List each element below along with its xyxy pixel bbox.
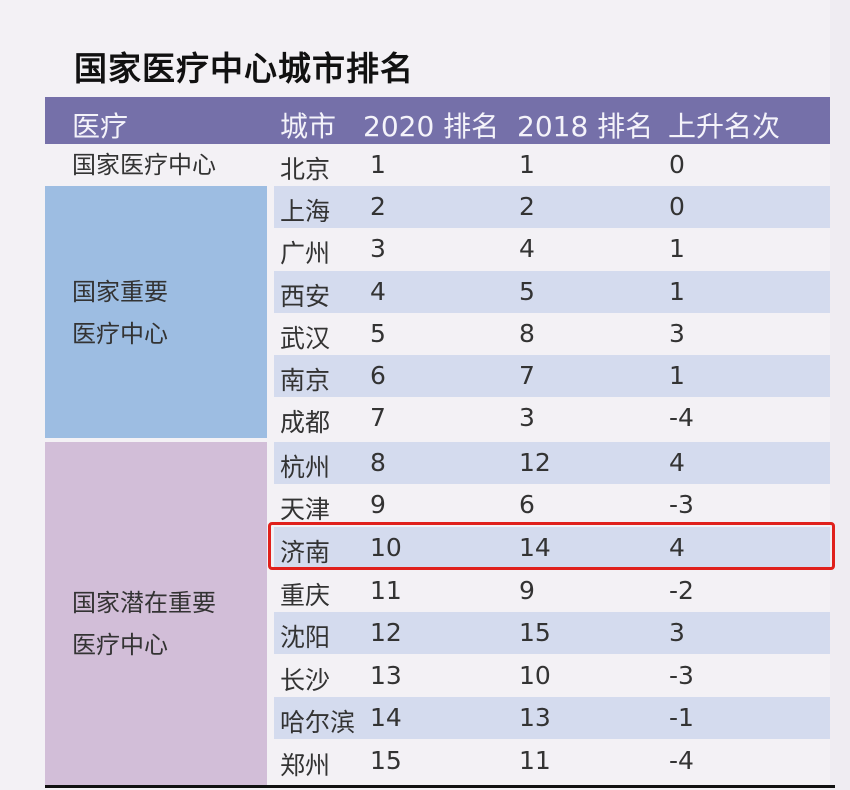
cell-r2020: 4 [370, 277, 386, 306]
table-row: 上海 2 2 0 [274, 186, 830, 228]
header-rank2018: 2018 排名 [517, 110, 654, 143]
table-row: 南京 6 7 1 [274, 355, 830, 397]
cell-r2018: 13 [519, 703, 551, 732]
cell-city: 杭州 [280, 453, 331, 482]
page-title: 国家医疗中心城市排名 [74, 49, 414, 88]
cell-r2018: 2 [519, 192, 535, 221]
cell-change: 3 [669, 618, 685, 647]
cell-city: 天津 [280, 495, 331, 524]
cell-r2018: 15 [519, 618, 551, 647]
cell-r2018: 3 [519, 403, 535, 432]
table-row: 长沙 13 10 -3 [274, 655, 830, 697]
cell-r2020: 12 [370, 618, 402, 647]
cell-r2020: 1 [370, 150, 386, 179]
cell-change: -4 [669, 403, 694, 432]
cell-change: 0 [669, 150, 685, 179]
cell-change: 1 [669, 234, 685, 263]
cell-city: 上海 [280, 197, 331, 226]
cell-r2018: 12 [519, 448, 551, 477]
cell-r2020: 3 [370, 234, 386, 263]
table-row: 杭州 8 12 4 [274, 442, 830, 484]
cell-city: 广州 [280, 239, 331, 268]
cell-change: 1 [669, 277, 685, 306]
cell-r2020: 14 [370, 703, 402, 732]
cell-change: 0 [669, 192, 685, 221]
cell-r2018: 6 [519, 490, 535, 519]
cell-change: -2 [669, 576, 694, 605]
cell-r2020: 10 [370, 533, 402, 562]
highlight-box [268, 522, 835, 570]
header-city: 城市 [280, 110, 337, 143]
cell-city: 重庆 [280, 581, 331, 610]
cell-r2018: 1 [519, 150, 535, 179]
cell-r2018: 9 [519, 576, 535, 605]
cell-city: 沈阳 [280, 623, 331, 652]
header-group: 医疗 [72, 110, 129, 143]
cell-change: -3 [669, 490, 694, 519]
table-row: 哈尔滨 14 13 -1 [274, 697, 830, 739]
cell-r2020: 11 [370, 576, 402, 605]
table-row: 成都 7 3 -4 [274, 397, 830, 439]
cell-r2018: 11 [519, 746, 551, 775]
table-header: 医疗 城市 2020 排名 2018 排名 上升名次 [45, 97, 830, 144]
table-row: 济南 10 14 4 [274, 527, 830, 569]
table-bottom-border [45, 785, 835, 788]
cell-r2018: 8 [519, 319, 535, 348]
cell-r2020: 8 [370, 448, 386, 477]
cell-r2018: 14 [519, 533, 551, 562]
cell-city: 西安 [280, 282, 331, 311]
header-rank2020: 2020 排名 [363, 110, 500, 143]
cell-city: 郑州 [280, 751, 331, 780]
group-national-important: 国家重要 医疗中心 [45, 186, 267, 438]
group-national-center: 国家医疗中心 [72, 151, 216, 179]
cell-r2018: 7 [519, 361, 535, 390]
cell-r2020: 9 [370, 490, 386, 519]
cell-change: 4 [669, 448, 685, 477]
cell-r2020: 7 [370, 403, 386, 432]
page: 国家医疗中心城市排名 医疗 城市 2020 排名 2018 排名 上升名次 国家… [45, 49, 835, 788]
cell-city: 哈尔滨 [280, 708, 356, 737]
cell-r2020: 5 [370, 319, 386, 348]
cell-r2020: 13 [370, 661, 402, 690]
cell-city: 北京 [280, 155, 331, 184]
cell-change: -3 [669, 661, 694, 690]
cell-r2020: 6 [370, 361, 386, 390]
cell-city: 济南 [280, 538, 331, 567]
table-row: 西安 4 5 1 [274, 271, 830, 313]
cell-city: 南京 [280, 366, 331, 395]
group-national-potential: 国家潜在重要 医疗中心 [45, 442, 267, 787]
cell-city: 成都 [280, 408, 331, 437]
table-row: 北京 1 1 0 [274, 144, 830, 186]
header-change: 上升名次 [668, 110, 781, 143]
table-row: 天津 9 6 -3 [274, 484, 830, 526]
table-row: 沈阳 12 15 3 [274, 612, 830, 654]
cell-change: -1 [669, 703, 694, 732]
cell-city: 武汉 [280, 324, 331, 353]
table-row: 重庆 11 9 -2 [274, 570, 830, 612]
cell-r2020: 15 [370, 746, 402, 775]
cell-city: 长沙 [280, 666, 331, 695]
table-row: 武汉 5 8 3 [274, 313, 830, 355]
cell-change: 3 [669, 319, 685, 348]
cell-r2020: 2 [370, 192, 386, 221]
cell-r2018: 4 [519, 234, 535, 263]
cell-r2018: 10 [519, 661, 551, 690]
cell-change: 4 [669, 533, 685, 562]
table-row: 郑州 15 11 -4 [274, 740, 830, 782]
cell-r2018: 5 [519, 277, 535, 306]
cell-change: 1 [669, 361, 685, 390]
table-row: 广州 3 4 1 [274, 228, 830, 270]
cell-change: -4 [669, 746, 694, 775]
